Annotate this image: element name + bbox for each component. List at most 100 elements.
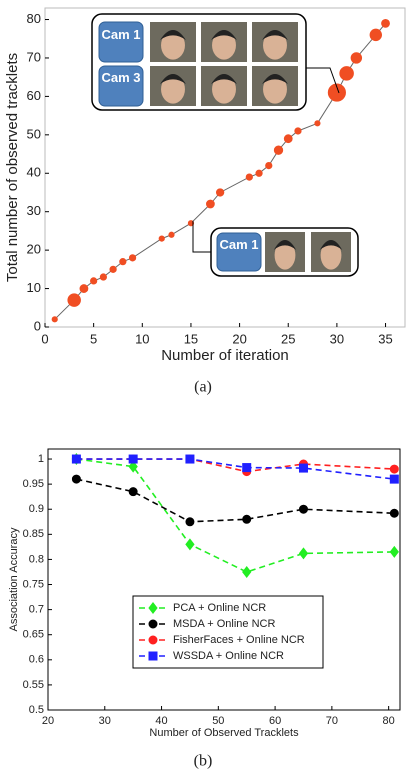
marker [339, 66, 354, 81]
y-tick-label: 80 [27, 11, 41, 26]
hair [262, 74, 288, 84]
hair [160, 30, 186, 40]
hair [262, 30, 288, 40]
hair [211, 30, 237, 40]
marker [128, 460, 138, 473]
hair [211, 74, 237, 84]
caption: (b) [194, 753, 213, 770]
face [263, 30, 287, 60]
marker [185, 538, 195, 551]
legend-label: WSSDA + Online NCR [173, 650, 284, 662]
caption: (a) [194, 379, 212, 396]
x-tick-label: 60 [269, 715, 281, 727]
marker [255, 169, 263, 177]
marker [242, 565, 252, 578]
legend-label: MSDA + Online NCR [173, 618, 275, 630]
marker [265, 161, 273, 170]
marker [119, 258, 127, 266]
marker [294, 127, 302, 135]
hair [160, 74, 186, 84]
x-tick-label: 30 [99, 715, 111, 727]
legend-label: FisherFaces + Online NCR [173, 634, 305, 646]
series-line [76, 458, 395, 473]
face [212, 30, 236, 60]
marker [389, 545, 399, 558]
marker [350, 52, 363, 64]
y-tick-label: 0.7 [29, 604, 44, 616]
legend-marker [148, 651, 158, 661]
cam-box [216, 232, 262, 272]
marker [389, 508, 399, 518]
marker [185, 454, 195, 464]
marker [185, 517, 195, 527]
insets [91, 13, 359, 277]
legend-marker [148, 635, 158, 645]
series-line [76, 458, 395, 480]
hair [319, 240, 343, 250]
marker [128, 254, 137, 262]
marker [206, 199, 215, 209]
marker [314, 120, 321, 127]
y-tick-label: 10 [27, 280, 41, 295]
marker [327, 83, 346, 102]
marker [389, 464, 399, 474]
face [161, 74, 185, 104]
face [212, 74, 236, 104]
y-tick-label: 0.8 [29, 553, 44, 565]
plot-frame [44, 7, 406, 328]
marker [67, 293, 81, 307]
y-tick-label: 50 [27, 126, 41, 141]
cam-label: Cam 3 [101, 70, 141, 85]
marker [298, 504, 308, 514]
face [263, 74, 287, 104]
x-tick-label: 20 [232, 331, 246, 346]
x-tick-label: 15 [184, 331, 198, 346]
series-line [76, 478, 395, 523]
marker [369, 28, 383, 42]
y-tick-label: 20 [27, 242, 41, 257]
hair [273, 240, 297, 250]
marker [71, 454, 81, 464]
x-tick-label: 10 [135, 331, 149, 346]
x-tick-label: 80 [383, 715, 395, 727]
callout-line [306, 67, 340, 94]
marker [242, 463, 252, 473]
x-axis-label: Number of Observed Tracklets [149, 727, 299, 739]
cam-label: Cam 1 [219, 237, 259, 252]
marker [168, 231, 175, 238]
marker [298, 463, 308, 473]
x-tick-label: 70 [326, 715, 338, 727]
x-tick-label: 25 [281, 331, 295, 346]
x-tick-label: 40 [155, 715, 167, 727]
cam-box [98, 21, 144, 63]
x-tick-label: 35 [378, 331, 392, 346]
callout-line [192, 221, 211, 253]
y-tick-label: 0.6 [29, 654, 44, 666]
cam-label: Cam 1 [101, 27, 141, 42]
marker [283, 134, 293, 144]
y-tick-label: 40 [27, 165, 41, 180]
marker [381, 18, 390, 28]
y-tick-label: 0.95 [23, 478, 44, 490]
marker [90, 277, 98, 285]
marker [187, 220, 195, 227]
x-tick-label: 20 [42, 715, 54, 727]
marker [273, 145, 284, 155]
marker [158, 235, 165, 242]
x-tick-label: 30 [330, 331, 344, 346]
face [161, 30, 185, 60]
face [320, 240, 342, 270]
y-tick-label: 0.75 [23, 578, 44, 590]
y-tick-label: 30 [27, 203, 41, 218]
y-tick-label: 0.9 [29, 503, 44, 515]
x-axis-label: Number of iteration [161, 347, 289, 364]
marker [242, 514, 252, 524]
y-tick-label: 60 [27, 88, 41, 103]
y-axis-label: Association Accuracy [8, 527, 20, 631]
marker [99, 273, 107, 281]
y-tick-label: 0.55 [23, 679, 44, 691]
plot-frame [47, 448, 401, 711]
y-axis-label: Total number of observed tracklets [4, 53, 21, 282]
marker [71, 474, 81, 484]
